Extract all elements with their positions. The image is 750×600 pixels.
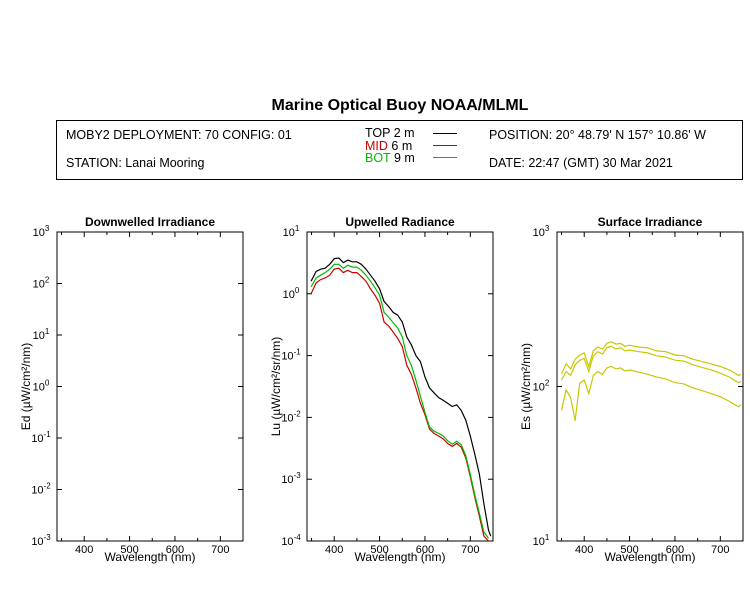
chart-title: Surface Irradiance [598,215,703,229]
y-tick-label: 103 [33,224,50,239]
legend-label-mid: MID [365,139,388,153]
chart-panel-3: Surface Irradiance 400 500 600 700 101 102 103 W… [519,215,744,564]
y-tick-label: 100 [33,379,50,394]
x-tick-label: 500 [370,544,388,556]
legend-unit-top: m [404,126,415,140]
legend-depth-bot: 9 [393,151,401,165]
page-title: Marine Optical Buoy NOAA/MLML [271,97,529,114]
y-axis-label: Lu (µW/cm²/sr/nm) [269,337,283,437]
chart-panel-2: Upwelled Radiance 400 500 600 700 10-4 10-3 10-… [269,215,494,564]
y-tick-label: 101 [533,533,550,548]
y-tick-label: 10-2 [281,409,301,424]
y-tick-label: 100 [283,286,300,301]
legend-label-bot: BOT [365,151,391,165]
x-tick-label: 700 [211,544,229,556]
legend-line-bot [433,157,457,158]
plot-frame [56,231,244,542]
series-line-top [310,257,492,537]
y-tick-label: 101 [33,327,50,342]
legend-line-mid [433,145,457,146]
y-tick-label: 10-1 [281,348,301,363]
series-line-mid [310,267,489,541]
y-tick-label: 10-2 [31,482,51,497]
legend-entry-bot: BOT 9 m [365,151,415,165]
x-tick-label: 600 [666,544,684,556]
y-tick-label: 101 [283,224,300,239]
legend-depth-mid: 6 [391,139,399,153]
x-tick-label: 400 [575,544,593,556]
y-tick-label: 103 [533,224,550,239]
y-tick-label: 10-3 [281,471,301,486]
plot-frame [556,231,744,542]
x-axis-label: Wavelength (nm) [105,550,196,564]
series-line-2 [560,345,742,384]
date-text: DATE: 22:47 (GMT) 30 Mar 2021 [489,156,673,170]
info-box: MOBY2 DEPLOYMENT: 70 CONFIG: 01 STATION:… [56,120,743,180]
y-tick-label: 10-4 [281,533,301,548]
legend-line-top [433,133,457,134]
x-tick-label: 500 [120,544,138,556]
plot-frame [306,231,494,542]
x-tick-label: 500 [620,544,638,556]
series-line-bot [310,263,489,539]
chart-title: Downwelled Irradiance [85,215,215,229]
y-axis-label: Ed (µW/cm²/nm) [19,343,33,431]
x-tick-label: 400 [75,544,93,556]
x-axis-label: Wavelength (nm) [605,550,696,564]
legend-unit-bot: m [404,151,415,165]
x-tick-label: 600 [416,544,434,556]
legend-label-top: TOP [365,126,391,140]
legend-entry-mid: MID 6 m [365,139,412,153]
y-tick-label: 102 [33,276,50,291]
deployment-text: MOBY2 DEPLOYMENT: 70 CONFIG: 01 [66,128,292,142]
series-line-3 [560,365,742,421]
chart-title: Upwelled Radiance [345,215,455,229]
x-tick-label: 400 [325,544,343,556]
x-tick-label: 600 [166,544,184,556]
x-tick-label: 700 [461,544,479,556]
y-tick-label: 10-3 [31,533,51,548]
station-text: STATION: Lanai Mooring [66,156,205,170]
y-tick-label: 10-1 [31,430,51,445]
y-tick-label: 102 [533,379,550,394]
legend-depth-top: 2 [393,126,401,140]
legend-entry-top: TOP 2 m [365,126,415,140]
chart-panel-1: Downwelled Irradiance 400 500 600 700 10-3 10-… [19,215,244,564]
y-axis-label: Es (µW/cm²/nm) [519,343,533,430]
x-axis-label: Wavelength (nm) [355,550,446,564]
series-line-1 [560,341,741,377]
x-tick-label: 700 [711,544,729,556]
position-text: POSITION: 20° 48.79' N 157° 10.86' W [489,128,706,142]
legend-unit-mid: m [401,139,413,153]
